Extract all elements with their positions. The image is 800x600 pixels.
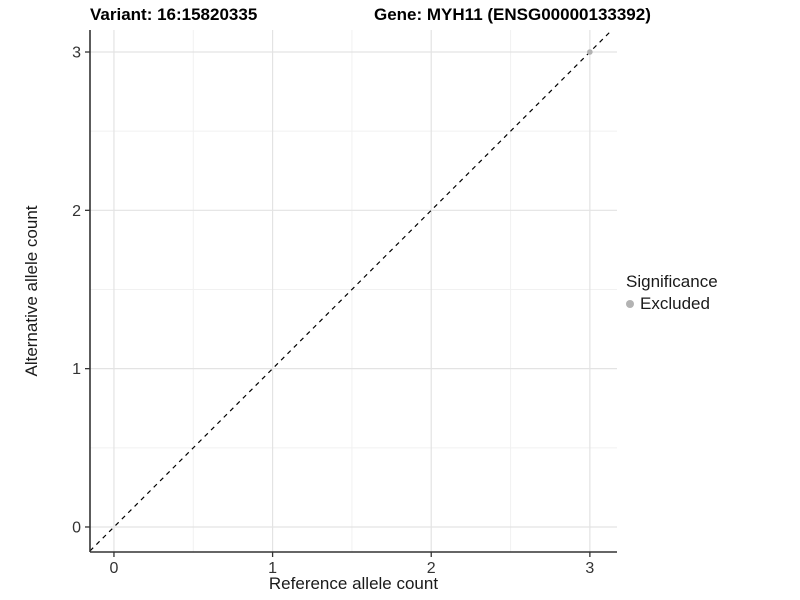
x-tick-label: 1 bbox=[268, 560, 277, 577]
legend: Significance Excluded bbox=[626, 272, 718, 314]
data-point bbox=[587, 49, 593, 55]
y-axis-title: Alternative allele count bbox=[22, 205, 41, 377]
x-tick-label: 0 bbox=[110, 560, 119, 577]
x-tick-label: 3 bbox=[585, 560, 594, 577]
identity-line bbox=[89, 29, 613, 552]
variant-title: Variant: 16:15820335 bbox=[90, 5, 258, 24]
gene-title: Gene: MYH11 (ENSG00000133392) bbox=[374, 5, 651, 24]
legend-title: Significance bbox=[626, 272, 718, 291]
legend-item-excluded: Excluded bbox=[626, 294, 718, 314]
legend-point-icon bbox=[626, 300, 634, 308]
y-tick-label: 2 bbox=[72, 203, 81, 220]
legend-item-label: Excluded bbox=[640, 294, 710, 313]
y-tick-label: 0 bbox=[72, 519, 81, 536]
y-tick-label: 1 bbox=[72, 361, 81, 378]
x-tick-label: 2 bbox=[427, 560, 436, 577]
x-axis-title: Reference allele count bbox=[268, 574, 439, 593]
y-tick-label: 3 bbox=[72, 45, 81, 62]
